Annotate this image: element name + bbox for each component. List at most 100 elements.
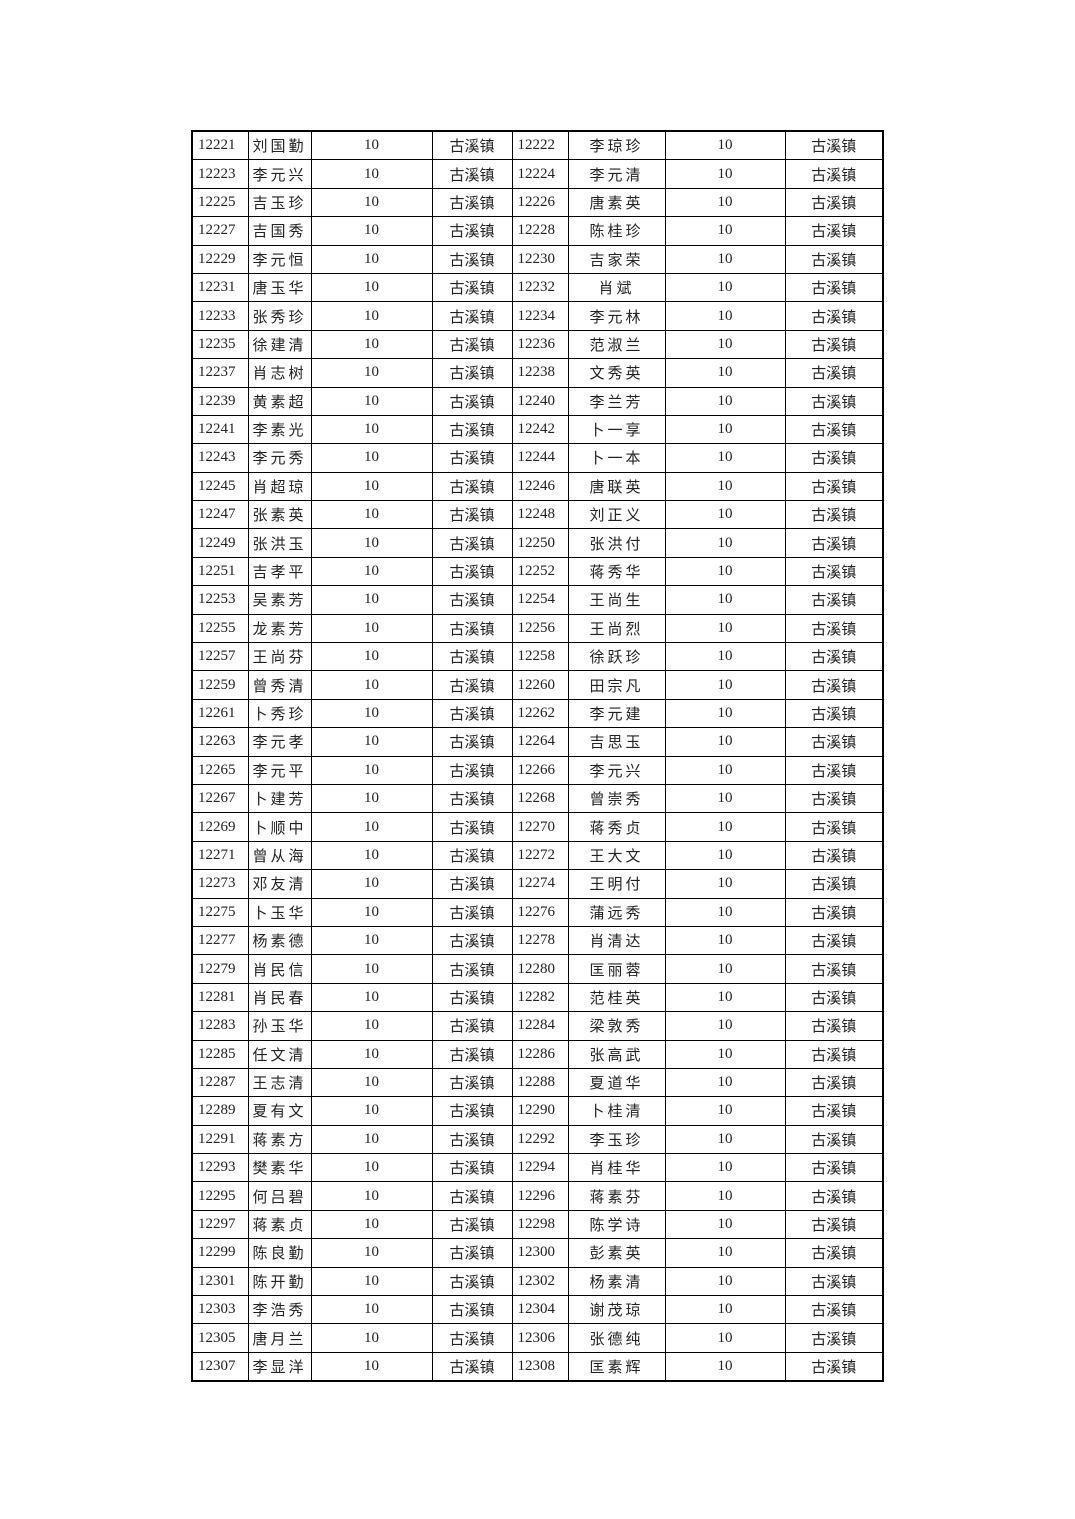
town-cell: 古溪镇 [431,159,513,189]
amount-cell: 10 [310,1124,433,1155]
person-name-cell: 蒋素芬 [567,1181,666,1211]
record-id-cell: 12304 [511,1295,569,1325]
amount-cell: 10 [664,982,786,1013]
record-id-cell: 12292 [511,1124,569,1155]
record-id-cell: 12306 [511,1323,569,1353]
record-id-cell: 12232 [511,272,569,303]
person-name-cell: 唐月兰 [247,1323,312,1353]
person-name-cell: 陈良勤 [247,1238,312,1268]
record-id-cell: 12231 [191,272,249,303]
amount-cell: 10 [310,301,433,331]
town-cell: 古溪镇 [431,840,513,871]
town-cell: 古溪镇 [784,755,884,785]
town-cell: 古溪镇 [784,642,884,672]
table-row: 12269 卜顺中 10 古溪镇 12270 蒋秀贞 10 古溪镇 [191,812,884,842]
amount-cell: 10 [310,1039,433,1069]
table-row: 12267 卜建芳 10 古溪镇 12268 曾崇秀 10 古溪镇 [191,783,884,814]
town-cell: 古溪镇 [431,301,513,331]
amount-cell: 10 [664,329,786,360]
town-cell: 古溪镇 [784,301,884,331]
table-row: 12295 何吕碧 10 古溪镇 12296 蒋素芬 10 古溪镇 [191,1181,884,1211]
person-name-cell: 李兰芳 [567,386,666,416]
person-name-cell: 范淑兰 [567,329,666,360]
record-id-cell: 12265 [191,755,249,785]
amount-cell: 10 [310,272,433,303]
amount-cell: 10 [310,1011,433,1041]
table-row: 12243 李元秀 10 古溪镇 12244 卜一本 10 古溪镇 [191,443,884,473]
record-id-cell: 12224 [511,159,569,189]
town-cell: 古溪镇 [784,187,884,218]
amount-cell: 10 [310,130,433,161]
person-name-cell: 李元林 [567,301,666,331]
record-id-cell: 12261 [191,698,249,729]
amount-cell: 10 [310,783,433,814]
table-row: 12255 龙素芳 10 古溪镇 12256 王尚烈 10 古溪镇 [191,613,884,644]
town-cell: 古溪镇 [431,642,513,672]
person-name-cell: 蒋秀贞 [567,812,666,842]
person-name-cell: 张德纯 [567,1323,666,1353]
person-name-cell: 曾从海 [247,840,312,871]
town-cell: 古溪镇 [431,698,513,729]
person-name-cell: 陈桂珍 [567,216,666,246]
town-cell: 古溪镇 [431,1039,513,1069]
record-id-cell: 12235 [191,329,249,360]
amount-cell: 10 [310,925,433,956]
amount-cell: 10 [310,840,433,871]
table-row: 12223 李元兴 10 古溪镇 12224 李元清 10 古溪镇 [191,159,884,189]
record-id-cell: 12264 [511,727,569,757]
amount-cell: 10 [664,783,786,814]
table-row: 12231 唐玉华 10 古溪镇 12232 肖斌 10 古溪镇 [191,272,884,303]
amount-cell: 10 [664,443,786,473]
person-name-cell: 范桂英 [567,982,666,1013]
person-name-cell: 李元兴 [247,159,312,189]
record-id-cell: 12279 [191,954,249,984]
record-id-cell: 12242 [511,414,569,445]
person-name-cell: 王尚生 [567,585,666,615]
town-cell: 古溪镇 [784,1124,884,1155]
record-id-cell: 12290 [511,1096,569,1126]
table-row: 12303 李浩秀 10 古溪镇 12304 谢茂琼 10 古溪镇 [191,1295,884,1325]
table-row: 12247 张素英 10 古溪镇 12248 刘正义 10 古溪镇 [191,500,884,530]
table-row: 12299 陈良勤 10 古溪镇 12300 彭素英 10 古溪镇 [191,1238,884,1268]
town-cell: 古溪镇 [784,1011,884,1041]
person-name-cell: 卜桂清 [567,1096,666,1126]
record-id-cell: 12259 [191,670,249,700]
amount-cell: 10 [664,1323,786,1353]
record-id-cell: 12247 [191,500,249,530]
town-cell: 古溪镇 [431,1351,513,1382]
record-id-cell: 12236 [511,329,569,360]
record-id-cell: 12285 [191,1039,249,1069]
amount-cell: 10 [664,1351,786,1382]
table-row: 12289 夏有文 10 古溪镇 12290 卜桂清 10 古溪镇 [191,1096,884,1126]
amount-cell: 10 [310,1238,433,1268]
town-cell: 古溪镇 [784,1351,884,1382]
record-id-cell: 12239 [191,386,249,416]
record-id-cell: 12252 [511,556,569,587]
person-name-cell: 肖斌 [567,272,666,303]
person-name-cell: 王尚烈 [567,613,666,644]
record-id-cell: 12240 [511,386,569,416]
record-id-cell: 12275 [191,897,249,927]
person-name-cell: 吴素芳 [247,585,312,615]
amount-cell: 10 [664,1011,786,1041]
amount-cell: 10 [310,982,433,1013]
record-id-cell: 12277 [191,925,249,956]
amount-cell: 10 [664,613,786,644]
person-name-cell: 张秀珍 [247,301,312,331]
person-name-cell: 陈开勤 [247,1266,312,1297]
amount-cell: 10 [310,500,433,530]
person-name-cell: 李浩秀 [247,1295,312,1325]
person-name-cell: 黄素超 [247,386,312,416]
record-id-cell: 12233 [191,301,249,331]
amount-cell: 10 [310,1351,433,1382]
town-cell: 古溪镇 [431,613,513,644]
table-row: 12221 刘国勤 10 古溪镇 12222 李琼珍 10 古溪镇 [191,130,884,161]
person-name-cell: 田宗凡 [567,670,666,700]
amount-cell: 10 [310,216,433,246]
town-cell: 古溪镇 [784,1096,884,1126]
town-cell: 古溪镇 [431,1238,513,1268]
amount-cell: 10 [310,698,433,729]
person-name-cell: 蒲远秀 [567,897,666,927]
record-id-cell: 12280 [511,954,569,984]
table-row: 12285 任文清 10 古溪镇 12286 张高武 10 古溪镇 [191,1039,884,1069]
